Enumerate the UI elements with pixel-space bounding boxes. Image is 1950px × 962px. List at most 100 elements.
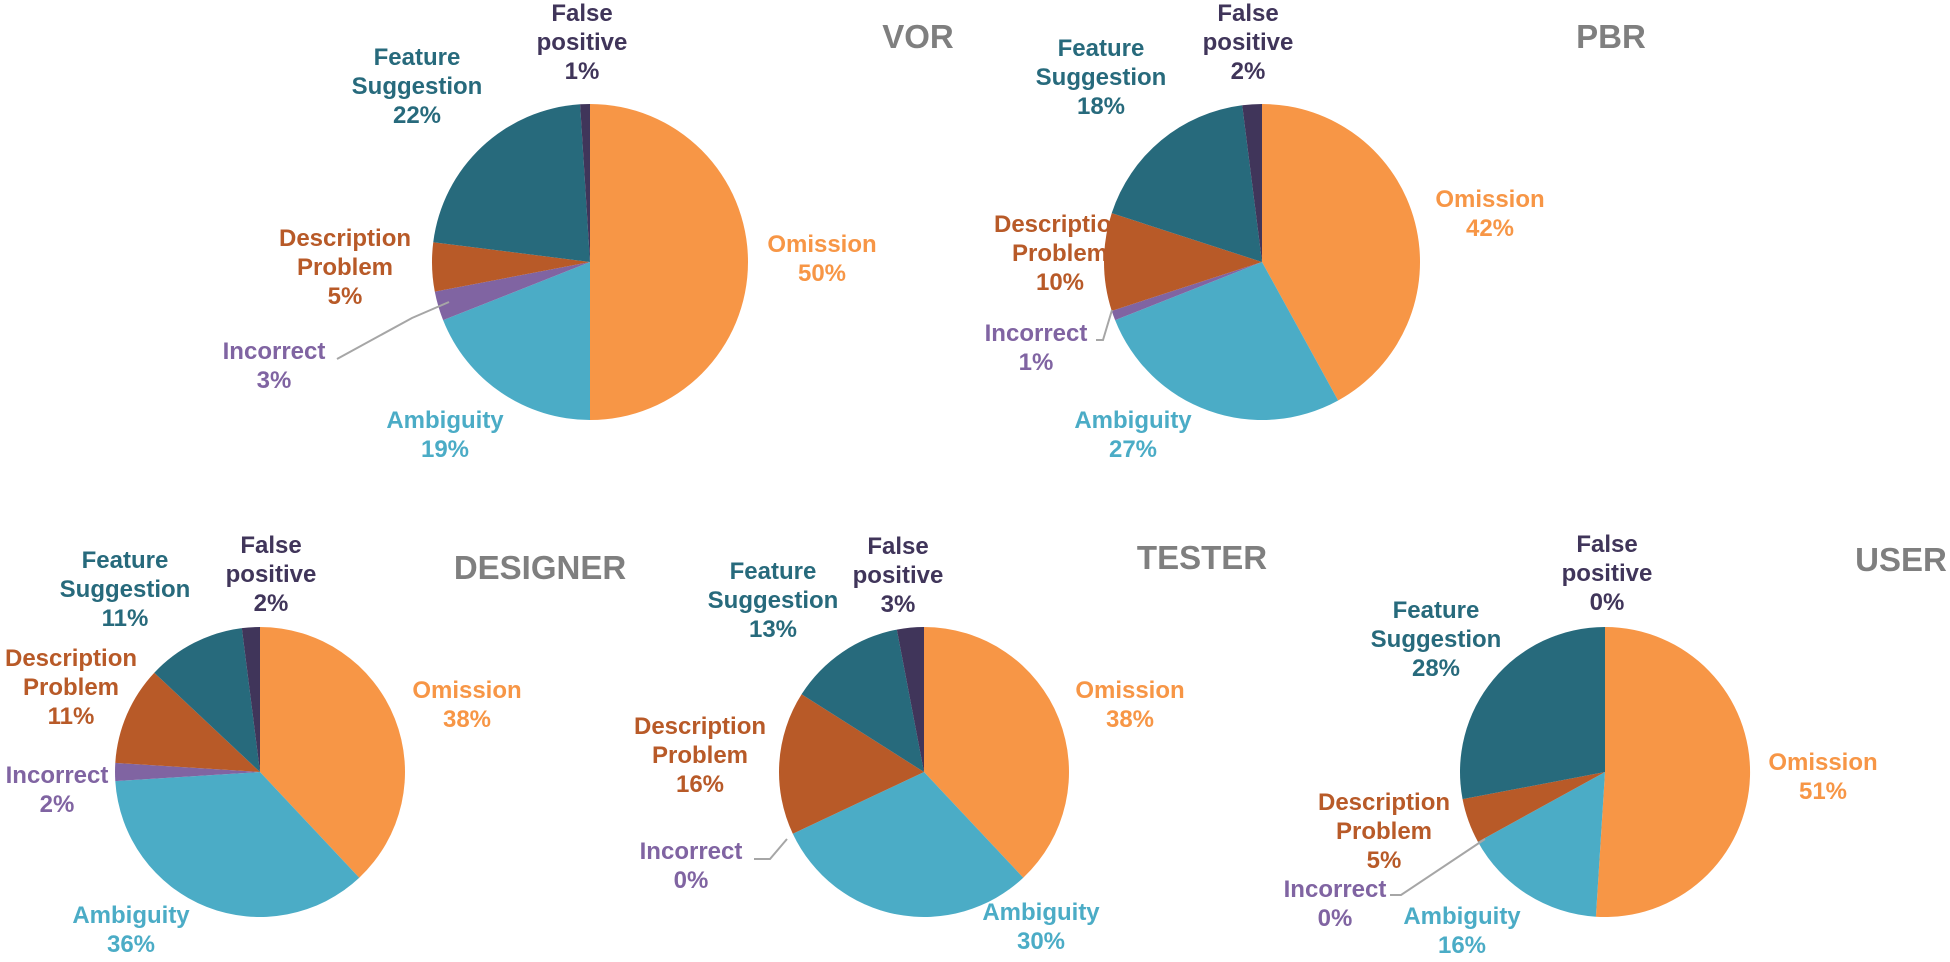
- pie-slice-ambiguity: [443, 262, 590, 420]
- pie-slice-feature-suggestion: [1111, 105, 1262, 262]
- data-label-value: 38%: [1106, 706, 1154, 733]
- pie-slice-description-problem: [1462, 772, 1605, 842]
- pie-slice-description-problem: [778, 694, 924, 834]
- data-label-name: Description: [994, 211, 1126, 238]
- data-label-name: Feature: [730, 558, 817, 585]
- data-label-value: 2%: [40, 791, 75, 818]
- pie-slice-omission: [1595, 627, 1751, 917]
- pie-slice-false-positive: [241, 627, 260, 772]
- chart-title: PBR: [1576, 18, 1646, 55]
- pie-slice-ambiguity: [115, 772, 360, 917]
- pie-slice-omission: [260, 627, 406, 878]
- chart-title: USER: [1855, 541, 1947, 578]
- data-label-name: Incorrect: [223, 338, 326, 365]
- pie-slice-feature-suggestion: [801, 629, 924, 772]
- data-label-value: 50%: [798, 260, 846, 287]
- data-label-name: Ambiguity: [1403, 903, 1521, 930]
- data-label-name: Incorrect: [985, 320, 1088, 347]
- data-label-value: 28%: [1412, 655, 1460, 682]
- data-label-name: Suggestion: [352, 73, 483, 100]
- data-label-name: Feature: [374, 44, 461, 71]
- data-label-name: Ambiguity: [386, 407, 504, 434]
- data-label-value: 10%: [1036, 269, 1084, 296]
- data-label-name: Suggestion: [1371, 626, 1502, 653]
- pie-slice-false-positive: [580, 104, 590, 262]
- leader-line-incorrect: [1096, 309, 1113, 341]
- data-label-value: 30%: [1017, 928, 1065, 955]
- data-label-name: Description: [279, 225, 411, 252]
- pie-slice-feature-suggestion: [433, 104, 590, 262]
- chart-title: TESTER: [1137, 539, 1267, 576]
- data-label-name: Ambiguity: [72, 902, 190, 929]
- pie-slice-ambiguity: [792, 772, 1024, 918]
- data-label-value: 2%: [254, 590, 289, 617]
- data-label-name: Problem: [1012, 240, 1108, 267]
- data-label-name: Suggestion: [708, 587, 839, 614]
- data-label-name: Omission: [1075, 677, 1184, 704]
- pie-slice-ambiguity: [1115, 262, 1339, 421]
- data-label-name: Omission: [412, 677, 521, 704]
- data-label-value: 38%: [443, 706, 491, 733]
- data-label-value: 51%: [1799, 778, 1847, 805]
- data-label-name: Description: [634, 713, 766, 740]
- pie-slice-feature-suggestion: [1460, 626, 1605, 800]
- data-label-name: Description: [1318, 789, 1450, 816]
- data-label-name: Ambiguity: [1074, 407, 1192, 434]
- data-label-name: Incorrect: [640, 838, 743, 865]
- data-label-value: 1%: [565, 58, 600, 85]
- pie-slice-feature-suggestion: [154, 628, 260, 772]
- chart-title: VOR: [882, 18, 954, 55]
- data-label-value: 3%: [257, 367, 292, 394]
- data-label-value: 5%: [1367, 847, 1402, 874]
- data-label-value: 36%: [107, 931, 155, 957]
- data-label-value: 1%: [1019, 349, 1054, 376]
- data-label-name: False: [867, 533, 928, 560]
- pie-slice-description-problem: [115, 672, 260, 772]
- data-label-name: False: [240, 532, 301, 559]
- data-label-name: Suggestion: [1036, 64, 1167, 91]
- data-label-value: 11%: [48, 703, 95, 730]
- pie-slice-omission: [924, 627, 1070, 878]
- data-label-name: Problem: [23, 674, 119, 701]
- data-label-value: 2%: [1231, 58, 1266, 85]
- data-label-value: 0%: [674, 867, 709, 894]
- data-label-name: Feature: [82, 547, 169, 574]
- data-label-name: Problem: [652, 742, 748, 769]
- leader-line-incorrect: [754, 838, 788, 860]
- data-label-name: Feature: [1058, 35, 1145, 62]
- data-label-name: positive: [537, 29, 628, 56]
- data-label-name: Ambiguity: [982, 899, 1100, 926]
- data-label-name: Problem: [297, 254, 393, 281]
- pie-slice-omission: [1262, 104, 1421, 401]
- data-label-value: 27%: [1109, 436, 1157, 463]
- data-label-name: positive: [1203, 29, 1294, 56]
- pie-slice-incorrect: [434, 262, 590, 321]
- data-label-name: Incorrect: [1284, 876, 1387, 903]
- data-label-name: Description: [5, 645, 137, 672]
- data-label-value: 3%: [881, 591, 916, 618]
- data-label-name: False: [1576, 531, 1637, 558]
